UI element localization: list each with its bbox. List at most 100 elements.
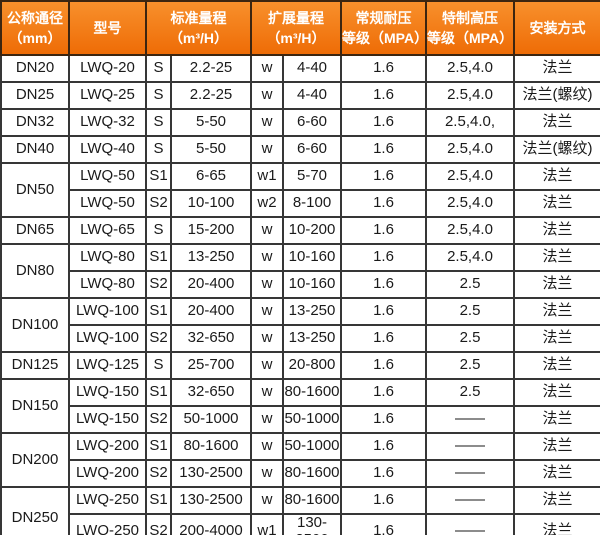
cell-extended-range-value: 80-1600 [282,459,342,488]
cell-standard-range-code: S2 [145,405,172,434]
cell-model: LWQ-200 [68,459,147,488]
cell-installation: 法兰 [513,162,600,191]
cell-extended-range-value: 6-60 [282,108,342,137]
cell-installation: 法兰 [513,54,600,83]
cell-nominal-diameter: DN32 [0,108,70,137]
cell-extended-range-code: w [250,486,284,515]
cell-extended-range-code: w [250,297,284,326]
cell-standard-range-code: S [145,351,172,380]
cell-standard-range-code: S1 [145,486,172,515]
cell-installation: 法兰 [513,108,600,137]
cell-nominal-diameter: DN125 [0,351,70,380]
cell-normal-pressure: 1.6 [340,270,427,299]
cell-model: LWQ-20 [68,54,147,83]
cell-standard-range-code: S2 [145,270,172,299]
cell-high-pressure: —— [425,459,515,488]
cell-standard-range-code: S [145,135,172,164]
cell-model: LWQ-250 [68,486,147,515]
cell-extended-range-value: 10-160 [282,243,342,272]
table-header-row: 公称通径 （mm） 型号 标准量程 （m³/H） 扩展量程 （m³/H） 常规耐… [0,0,600,56]
cell-high-pressure: —— [425,405,515,434]
cell-nominal-diameter: DN100 [0,297,70,353]
cell-installation: 法兰 [513,243,600,272]
table-row: DN40 LWQ-40 S 5-50 w 6-60 1.6 2.5,4.0 法兰(螺纹) [0,135,600,164]
cell-standard-range-code: S1 [145,378,172,407]
cell-normal-pressure: 1.6 [340,135,427,164]
header-nominal-diameter: 公称通径 （mm） [0,0,70,56]
cell-installation: 法兰 [513,513,600,535]
cell-standard-range-value: 200-4000 [170,513,252,535]
cell-normal-pressure: 1.6 [340,162,427,191]
cell-model: LWQ-32 [68,108,147,137]
cell-installation: 法兰(螺纹) [513,81,600,110]
header-high-pressure: 特制高压 等级（MPA） [425,0,515,56]
header-extended-range: 扩展量程 （m³/H） [250,0,342,56]
cell-extended-range-code: w [250,216,284,245]
cell-installation: 法兰 [513,189,600,218]
cell-high-pressure: 2.5 [425,378,515,407]
cell-installation: 法兰 [513,432,600,461]
table-row: DN32 LWQ-32 S 5-50 w 6-60 1.6 2.5,4.0, 法兰 [0,108,600,137]
cell-extended-range-value: 8-100 [282,189,342,218]
cell-model: LWQ-65 [68,216,147,245]
table-row: DN125 LWQ-125 S 25-700 w 20-800 1.6 2.5 法兰 [0,351,600,380]
cell-standard-range-value: 5-50 [170,108,252,137]
table-row: DN50 LWQ-50 S1 6-65 w1 5-70 1.6 2.5,4.0 法兰 [0,162,600,218]
cell-extended-range-code: w [250,108,284,137]
cell-standard-range-code: S1 [145,243,172,272]
cell-extended-range-value: 10-160 [282,270,342,299]
cell-standard-range-value: 80-1600 [170,432,252,461]
cell-normal-pressure: 1.6 [340,405,427,434]
cell-high-pressure: 2.5,4.0 [425,135,515,164]
cell-standard-range-value: 5-50 [170,135,252,164]
table-row: DN65 LWQ-65 S 15-200 w 10-200 1.6 2.5,4.0 法兰 [0,216,600,245]
cell-high-pressure: 2.5,4.0, [425,108,515,137]
cell-extended-range-value: 6-60 [282,135,342,164]
cell-extended-range-value: 50-1000 [282,405,342,434]
cell-extended-range-code: w [250,351,284,380]
cell-model: LWQ-50 [68,162,147,191]
cell-normal-pressure: 1.6 [340,486,427,515]
table-row: DN250 LWQ-250 S1 130-2500 w 80-1600 1.6 —— 法兰 [0,486,600,535]
cell-extended-range-code: w2 [250,189,284,218]
table-row: DN150 LWQ-150 S1 32-650 w 80-1600 1.6 2.5 法兰 [0,378,600,434]
cell-high-pressure: 2.5 [425,297,515,326]
cell-installation: 法兰 [513,405,600,434]
cell-model: LWQ-50 [68,189,147,218]
cell-standard-range-code: S [145,216,172,245]
cell-nominal-diameter: DN65 [0,216,70,245]
cell-standard-range-value: 32-650 [170,324,252,353]
table-row: DN20 LWQ-20 S 2.2-25 w 4-40 1.6 2.5,4.0 法兰 [0,54,600,83]
cell-extended-range-value: 4-40 [282,81,342,110]
cell-standard-range-code: S2 [145,513,172,535]
cell-extended-range-value: 4-40 [282,54,342,83]
table-row: DN100 LWQ-100 S1 20-400 w 13-250 1.6 2.5 法兰 [0,297,600,353]
cell-model: LWQ-250 [68,513,147,535]
cell-extended-range-value: 13-250 [282,297,342,326]
cell-extended-range-value: 13-250 [282,324,342,353]
cell-extended-range-value: 10-200 [282,216,342,245]
table-row: DN25 LWQ-25 S 2.2-25 w 4-40 1.6 2.5,4.0 法兰(螺纹) [0,81,600,110]
cell-normal-pressure: 1.6 [340,189,427,218]
cell-nominal-diameter: DN250 [0,486,70,535]
table-row: DN80 LWQ-80 S1 13-250 w 10-160 1.6 2.5,4.0 法兰 [0,243,600,299]
cell-model: LWQ-150 [68,405,147,434]
cell-extended-range-value: 80-1600 [282,486,342,515]
cell-standard-range-code: S2 [145,324,172,353]
cell-high-pressure: 2.5,4.0 [425,81,515,110]
cell-extended-range-code: w [250,459,284,488]
cell-installation: 法兰 [513,486,600,515]
cell-standard-range-code: S1 [145,432,172,461]
cell-standard-range-code: S [145,81,172,110]
cell-model: LWQ-200 [68,432,147,461]
cell-nominal-diameter: DN40 [0,135,70,164]
cell-normal-pressure: 1.6 [340,297,427,326]
cell-nominal-diameter: DN80 [0,243,70,299]
cell-model: LWQ-100 [68,324,147,353]
cell-extended-range-value: 20-800 [282,351,342,380]
cell-high-pressure: 2.5,4.0 [425,54,515,83]
cell-standard-range-code: S1 [145,297,172,326]
cell-normal-pressure: 1.6 [340,108,427,137]
cell-standard-range-value: 130-2500 [170,459,252,488]
cell-standard-range-value: 50-1000 [170,405,252,434]
